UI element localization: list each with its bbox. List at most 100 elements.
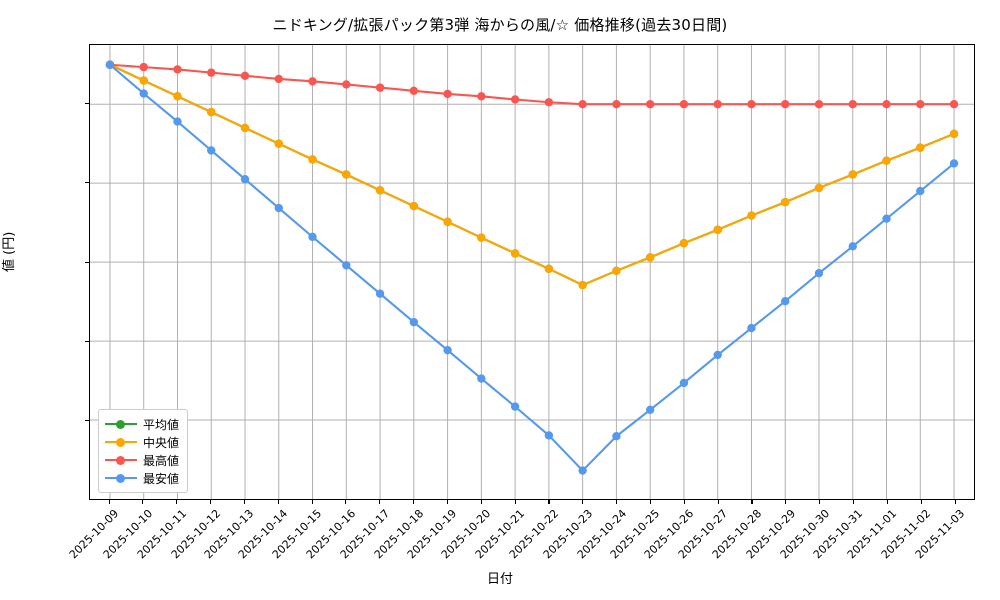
- data-point: [308, 77, 317, 86]
- data-point: [274, 74, 283, 84]
- data-point: [375, 83, 385, 92]
- data-point: [308, 155, 317, 164]
- data-point: [139, 76, 148, 85]
- data-point: [713, 350, 722, 360]
- data-point: [207, 146, 216, 155]
- legend-item-最安値: 最安値: [105, 469, 179, 487]
- legend-item-中央値: 中央値: [105, 433, 179, 451]
- data-point: [274, 139, 283, 148]
- data-point: [510, 402, 520, 411]
- y-tick-mark: [85, 182, 89, 184]
- data-point: [814, 269, 824, 278]
- x-tick-mark: [446, 500, 448, 504]
- x-tick-mark: [277, 500, 279, 504]
- series-line-最高値: [108, 63, 956, 106]
- x-tick-mark: [243, 500, 245, 504]
- data-point: [207, 107, 216, 117]
- data-point: [240, 71, 250, 80]
- legend-label: 最高値: [143, 453, 180, 468]
- legend-swatch-icon: [105, 471, 137, 485]
- data-point: [679, 238, 689, 248]
- data-point: [173, 117, 182, 126]
- series-line-最安値: [108, 63, 956, 472]
- data-point: [544, 264, 554, 274]
- data-point: [274, 203, 283, 213]
- data-point: [747, 323, 756, 333]
- x-tick-mark: [108, 500, 110, 504]
- data-point: [713, 100, 722, 109]
- legend-item-最高値: 最高値: [105, 451, 179, 469]
- data-point: [173, 92, 182, 101]
- data-point: [916, 100, 925, 109]
- data-point: [240, 123, 250, 133]
- x-tick-mark: [142, 500, 144, 504]
- data-point: [409, 201, 419, 211]
- plot-area: [89, 44, 975, 500]
- data-point: [814, 183, 824, 193]
- data-point: [612, 432, 621, 441]
- x-tick-mark: [480, 500, 482, 504]
- x-tick-mark: [345, 500, 347, 504]
- x-tick-mark: [683, 500, 685, 504]
- data-point: [679, 100, 689, 109]
- x-tick-mark: [514, 500, 516, 504]
- series-line-中央値: [108, 63, 956, 287]
- x-tick-mark: [751, 500, 753, 504]
- data-point: [882, 156, 891, 165]
- data-point: [342, 170, 351, 179]
- data-point: [882, 214, 891, 223]
- data-point: [612, 100, 621, 109]
- data-point: [781, 197, 790, 207]
- legend-swatch-icon: [105, 435, 137, 449]
- data-point: [409, 86, 419, 95]
- y-tick-mark: [85, 420, 89, 422]
- data-point: [409, 317, 419, 327]
- data-point: [882, 100, 891, 109]
- data-point: [477, 92, 486, 101]
- x-tick-mark: [852, 500, 855, 504]
- data-point: [645, 253, 655, 262]
- data-point: [578, 100, 587, 109]
- data-point: [781, 297, 790, 306]
- data-point: [949, 159, 959, 168]
- chart-title: ニドキング/拡張パック第3弾 海からの風/☆ 価格推移(過去30日間): [272, 16, 728, 34]
- data-point: [443, 89, 452, 99]
- x-tick-mark: [717, 500, 719, 504]
- x-tick-mark: [548, 500, 550, 504]
- data-point: [375, 186, 385, 195]
- x-tick-mark: [582, 500, 584, 504]
- data-point: [949, 129, 959, 139]
- data-series-layer: [105, 60, 959, 475]
- legend-label: 最安値: [143, 471, 180, 486]
- data-point: [443, 217, 452, 227]
- data-point: [173, 65, 182, 74]
- legend-label: 平均値: [143, 417, 180, 432]
- data-point: [375, 289, 385, 298]
- y-tick-mark: [85, 102, 89, 105]
- data-point: [848, 242, 857, 251]
- data-point: [814, 100, 824, 109]
- x-tick-mark: [886, 500, 888, 504]
- legend-swatch-icon: [105, 417, 137, 431]
- y-tick-mark: [85, 261, 89, 263]
- data-point: [477, 374, 486, 383]
- data-point: [139, 89, 148, 98]
- x-tick-mark: [819, 500, 821, 504]
- x-tick-mark: [413, 500, 415, 504]
- legend-label: 中央値: [143, 435, 180, 450]
- data-point: [679, 378, 689, 388]
- x-axis-label: 日付: [486, 572, 513, 587]
- series-line-平均値: [108, 63, 956, 287]
- y-tick-mark: [85, 340, 89, 342]
- x-tick-mark: [649, 500, 652, 504]
- data-point: [578, 280, 587, 290]
- x-tick-mark: [920, 500, 922, 504]
- data-point: [477, 233, 486, 242]
- data-point: [443, 345, 452, 355]
- data-point: [781, 100, 790, 109]
- x-tick-mark: [176, 500, 178, 504]
- data-point: [544, 431, 554, 440]
- data-point: [342, 80, 351, 89]
- data-point: [544, 98, 554, 107]
